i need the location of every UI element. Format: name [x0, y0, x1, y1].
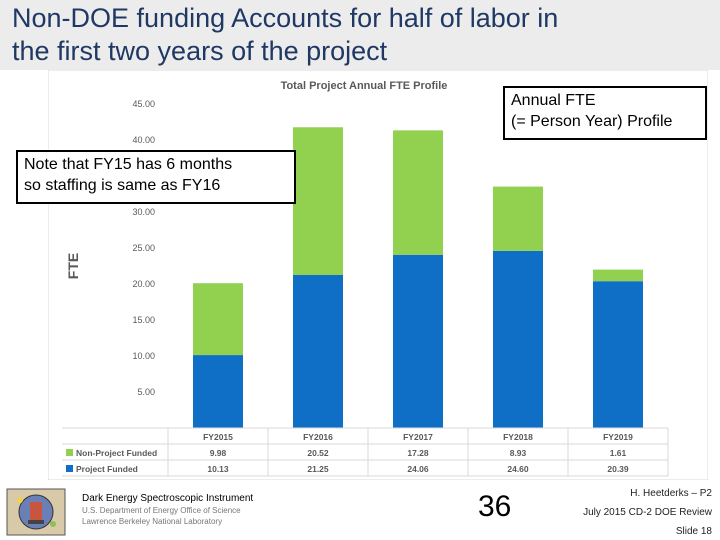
x-tick-label: FY2019: [603, 432, 633, 442]
data-label: 20.52: [307, 448, 329, 458]
page-number: 36: [478, 490, 512, 523]
presenter: H. Heetderks – P2: [630, 488, 712, 499]
data-label: 17.28: [407, 448, 429, 458]
footer: Dark Energy Spectroscopic Instrument U.S…: [0, 480, 720, 540]
data-label: 24.06: [407, 464, 429, 474]
data-label: 9.98: [210, 448, 227, 458]
y-tick-label: 10.00: [132, 351, 155, 361]
callout-annual-fte: Annual FTE (= Person Year) Profile: [503, 86, 707, 140]
bars: [193, 127, 643, 428]
y-tick-label: 15.00: [132, 315, 155, 325]
y-tick-label: 30.00: [132, 207, 155, 217]
data-label: 24.60: [507, 464, 529, 474]
data-label: 1.61: [610, 448, 627, 458]
y-tick-label: 25.00: [132, 243, 155, 253]
callout-fy15-note-line-2: so staffing is same as FY16: [24, 177, 221, 194]
callout-annual-fte-line-1: Annual FTE: [511, 92, 596, 109]
review-name: July 2015 CD-2 DOE Review: [583, 507, 712, 518]
legend-entry: Project Funded: [76, 464, 138, 474]
data-table: FY2015 FY2016 FY2017 FY2018 FY2019 Non-Projec…: [62, 427, 669, 477]
bar-non-project-funded: [293, 127, 343, 275]
y-axis-label: FTE: [65, 253, 81, 279]
desi-logo-icon: [6, 488, 66, 536]
org-name: Dark Energy Spectroscopic Instrument: [82, 493, 254, 504]
y-tick-label: 40.00: [132, 135, 155, 145]
slide-title-bar: Non-DOE funding Accounts for half of lab…: [0, 0, 720, 70]
bar-project-funded: [393, 254, 443, 428]
bar-project-funded: [593, 281, 643, 428]
x-tick-label: FY2015: [203, 432, 233, 442]
chart-title: Total Project Annual FTE Profile: [281, 80, 448, 92]
org-line-2: U.S. Department of Energy Office of Scie…: [82, 506, 241, 515]
x-tick-label: FY2018: [503, 432, 533, 442]
slide-title-line-1: Non-DOE funding Accounts for half of lab…: [12, 3, 559, 33]
legend-entry: Non-Project Funded: [76, 448, 157, 458]
legend-swatch: [66, 449, 73, 456]
bar-non-project-funded: [593, 269, 643, 282]
y-tick-label: 45.00: [132, 99, 155, 109]
callout-annual-fte-line-2: (= Person Year) Profile: [511, 113, 673, 130]
y-axis-ticks: 5.0010.0015.0020.0025.0030.0035.0040.004…: [132, 99, 155, 397]
y-tick-label: 5.00: [137, 387, 155, 397]
bar-project-funded: [493, 250, 543, 428]
bar-project-funded: [293, 275, 343, 428]
data-label: 8.93: [510, 448, 527, 458]
data-label: 20.39: [607, 464, 629, 474]
callout-fy15-note-line-1: Note that FY15 has 6 months: [24, 156, 233, 173]
x-tick-label: FY2017: [403, 432, 433, 442]
bar-non-project-funded: [493, 186, 543, 251]
callout-fy15-note: Note that FY15 has 6 months so staffing …: [16, 150, 296, 204]
bar-non-project-funded: [393, 130, 443, 255]
bar-project-funded: [193, 355, 243, 428]
slide-title-line-2: the first two years of the project: [12, 36, 388, 66]
x-tick-label: FY2016: [303, 432, 333, 442]
org-line-3: Lawrence Berkeley National Laboratory: [82, 517, 223, 526]
legend-swatch: [66, 465, 73, 472]
slide-title: Non-DOE funding Accounts for half of lab…: [12, 2, 558, 68]
data-label: 10.13: [207, 464, 229, 474]
data-label: 21.25: [307, 464, 329, 474]
bar-non-project-funded: [193, 283, 243, 356]
y-tick-label: 20.00: [132, 279, 155, 289]
slide-label: Slide 18: [675, 526, 712, 537]
